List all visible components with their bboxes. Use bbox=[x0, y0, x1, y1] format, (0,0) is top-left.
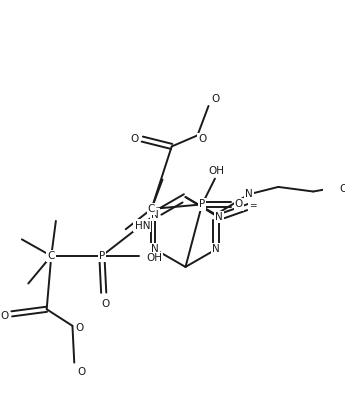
Text: C: C bbox=[148, 204, 155, 214]
Text: O: O bbox=[78, 367, 86, 377]
Text: P: P bbox=[199, 199, 205, 209]
Text: O: O bbox=[131, 134, 139, 144]
Text: P: P bbox=[99, 251, 105, 261]
Text: N: N bbox=[151, 245, 159, 254]
Text: HN: HN bbox=[135, 220, 150, 231]
Text: O: O bbox=[76, 323, 84, 333]
Text: O: O bbox=[235, 199, 243, 209]
Text: C: C bbox=[48, 251, 55, 261]
Text: O: O bbox=[0, 311, 9, 321]
Text: N: N bbox=[212, 245, 220, 254]
Text: OH: OH bbox=[209, 166, 225, 176]
Text: N: N bbox=[215, 212, 223, 222]
Text: O: O bbox=[212, 94, 220, 103]
Text: N: N bbox=[151, 209, 159, 220]
Text: N: N bbox=[245, 189, 253, 199]
Text: O: O bbox=[101, 299, 110, 309]
Text: =: = bbox=[249, 201, 257, 210]
Text: O: O bbox=[198, 134, 206, 144]
Text: OH: OH bbox=[146, 253, 162, 263]
Text: O: O bbox=[339, 184, 345, 194]
